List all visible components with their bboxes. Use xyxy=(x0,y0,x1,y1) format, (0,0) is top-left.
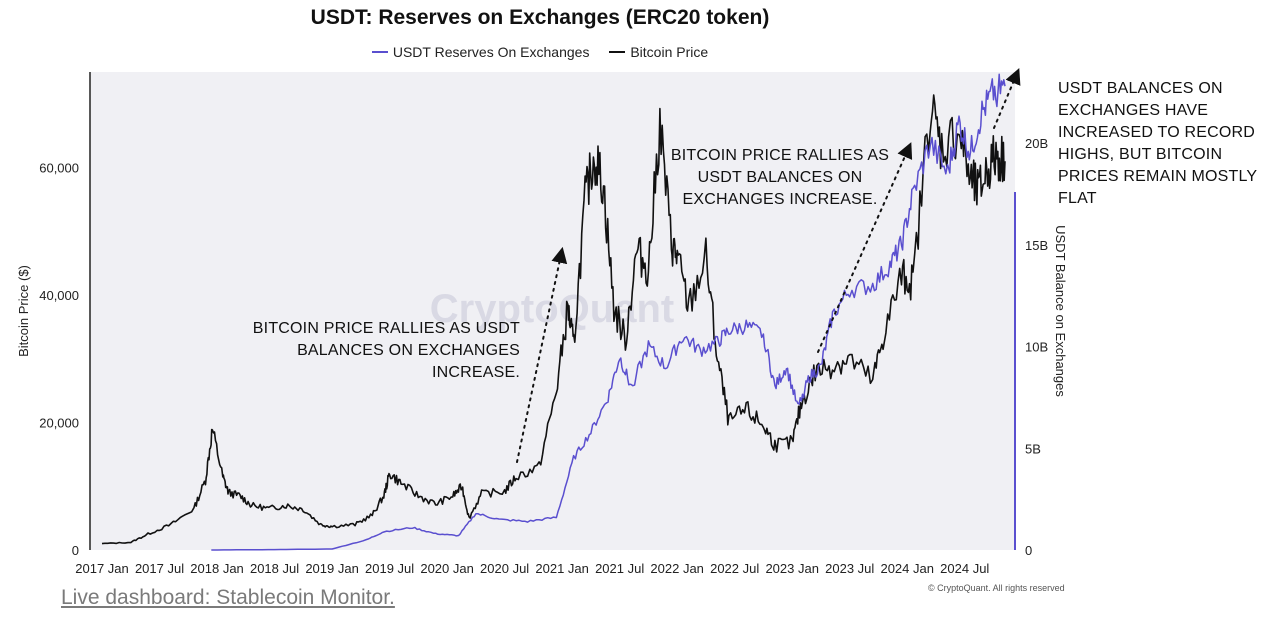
y-left-tick-label: 0 xyxy=(72,543,79,558)
x-tick-label: 2017 Jul xyxy=(135,561,184,576)
y-left-axis-label: Bitcoin Price ($) xyxy=(16,265,31,357)
usdt-reserves-line xyxy=(211,73,1006,551)
y-right-tick-label: 20B xyxy=(1025,136,1048,151)
x-tick-label: 2021 Jan xyxy=(535,561,589,576)
btc-price-line xyxy=(101,94,1006,545)
x-tick-label: 2022 Jul xyxy=(710,561,759,576)
legend-label-usdt: USDT Reserves On Exchanges xyxy=(392,44,590,60)
y-left-tick-label: 60,000 xyxy=(39,161,79,176)
x-tick-label: 2019 Jan xyxy=(305,561,359,576)
legend-item-btc[interactable]: Bitcoin Price xyxy=(609,44,708,60)
y-left-tick-label: 40,000 xyxy=(39,288,79,303)
legend-item-usdt[interactable]: USDT Reserves On Exchanges xyxy=(371,44,590,60)
plot-area xyxy=(90,72,1015,550)
x-tick-label: 2020 Jan xyxy=(420,561,474,576)
legend-swatch-btc xyxy=(609,51,626,53)
dashboard-link[interactable]: Live dashboard: Stablecoin Monitor. xyxy=(61,586,395,609)
x-tick-label: 2023 Jul xyxy=(825,561,874,576)
y-right-axis-label: USDT Balance on Exchanges xyxy=(1053,225,1068,397)
x-tick-label: 2021 Jul xyxy=(595,561,644,576)
x-tick-label: 2022 Jan xyxy=(650,561,704,576)
x-tick-label: 2024 Jan xyxy=(880,561,934,576)
x-tick-label: 2018 Jul xyxy=(250,561,299,576)
y-right-tick-label: 10B xyxy=(1025,340,1048,355)
y-right-tick-label: 5B xyxy=(1025,441,1041,456)
annotation-record-highs: USDT BALANCES ON EXCHANGES HAVE INCREASE… xyxy=(1058,80,1257,207)
x-tick-label: 2017 Jan xyxy=(75,561,129,576)
x-tick-label: 2020 Jul xyxy=(480,561,529,576)
legend-swatch-usdt xyxy=(371,51,388,53)
annotation-2020-rally: BITCOIN PRICE RALLIES AS USDT BALANCES O… xyxy=(252,320,520,381)
annotation-2023-rally: BITCOIN PRICE RALLIES AS USDT BALANCES O… xyxy=(670,147,890,208)
x-tick-label: 2018 Jan xyxy=(190,561,244,576)
x-tick-label: 2024 Jul xyxy=(940,561,989,576)
watermark-text: CryptoQuant xyxy=(430,287,674,331)
chart-legend: USDT Reserves On Exchanges Bitcoin Price xyxy=(0,40,1080,60)
x-tick-label: 2019 Jul xyxy=(365,561,414,576)
arrow-2023-rally xyxy=(817,142,913,353)
y-left-tick-label: 20,000 xyxy=(39,416,79,431)
chart-title: USDT: Reserves on Exchanges (ERC20 token… xyxy=(310,6,770,29)
arrow-2020-rally xyxy=(516,246,568,463)
arrow-record-highs xyxy=(993,68,1021,129)
x-tick-label: 2023 Jan xyxy=(765,561,819,576)
copyright-text: © CryptoQuant. All rights reserved xyxy=(928,583,1065,593)
y-right-tick-label: 0 xyxy=(1025,543,1032,558)
legend-label-btc: Bitcoin Price xyxy=(630,44,709,60)
y-right-tick-label: 15B xyxy=(1025,238,1048,253)
